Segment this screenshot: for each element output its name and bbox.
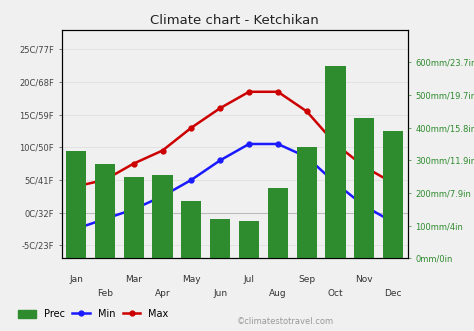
Text: Apr: Apr (155, 289, 170, 298)
Min (275, 142, 281, 146)
Max (160, 149, 165, 153)
Text: Oct: Oct (328, 289, 343, 298)
Min (189, 178, 194, 182)
Bar (297, 147, 317, 258)
Max (189, 126, 194, 130)
Text: Dec: Dec (384, 289, 402, 298)
Text: Jul: Jul (244, 275, 255, 284)
Text: ©climatestotravel.com: ©climatestotravel.com (237, 317, 334, 326)
Min (391, 220, 396, 224)
Text: Nov: Nov (356, 275, 373, 284)
Min (160, 194, 165, 198)
Bar (210, 219, 230, 258)
Min (362, 204, 367, 208)
Bar (153, 175, 173, 258)
Line: Min: Min (73, 142, 396, 231)
Min (131, 207, 137, 211)
Max (304, 109, 310, 113)
Min (73, 227, 79, 231)
Bar (95, 164, 115, 258)
Text: Aug: Aug (269, 289, 287, 298)
Legend: Prec, Min, Max: Prec, Min, Max (14, 305, 172, 323)
Min (333, 181, 338, 185)
Bar (354, 118, 374, 258)
Min (102, 217, 108, 221)
Max (362, 165, 367, 169)
Bar (66, 151, 86, 258)
Max (131, 162, 137, 166)
Max (102, 178, 108, 182)
Min (218, 158, 223, 162)
Text: Feb: Feb (97, 289, 113, 298)
Bar (326, 66, 346, 258)
Max (333, 142, 338, 146)
Max (246, 90, 252, 94)
Bar (181, 201, 201, 258)
Text: Mar: Mar (125, 275, 142, 284)
Line: Max: Max (73, 89, 396, 189)
Bar (268, 188, 288, 258)
Max (73, 184, 79, 188)
Text: Jun: Jun (213, 289, 227, 298)
Min (304, 155, 310, 159)
Max (275, 90, 281, 94)
Bar (124, 177, 144, 258)
Max (218, 106, 223, 110)
Bar (383, 131, 403, 258)
Title: Climate chart - Ketchikan: Climate chart - Ketchikan (150, 14, 319, 27)
Text: Sep: Sep (298, 275, 315, 284)
Max (391, 181, 396, 185)
Text: Jan: Jan (69, 275, 83, 284)
Bar (239, 221, 259, 258)
Text: May: May (182, 275, 201, 284)
Min (246, 142, 252, 146)
